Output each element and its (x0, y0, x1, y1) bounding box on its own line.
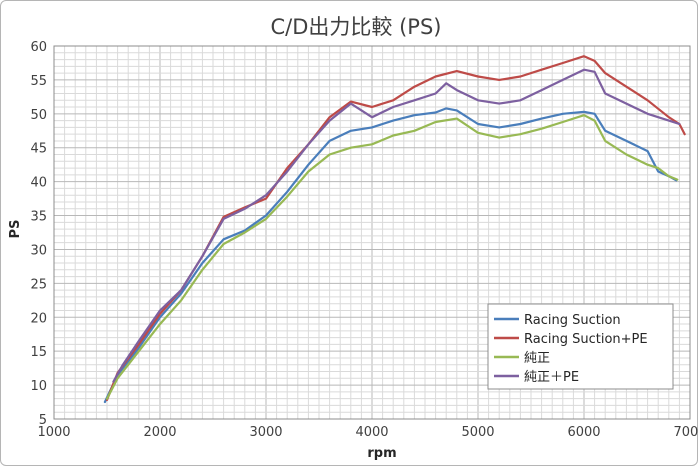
series-line-4 (112, 68, 681, 383)
y-tick-label: 45 (30, 142, 47, 157)
y-tick-label: 15 (30, 345, 47, 360)
x-axis-title: rpm (367, 446, 396, 461)
legend-label-2: Racing Suction+PE (524, 332, 648, 347)
y-tick-label: 10 (30, 379, 47, 394)
x-tick-label: 4000 (355, 425, 388, 440)
y-tick-label: 50 (30, 108, 47, 123)
series-lines (103, 55, 686, 404)
y-tick-label: 20 (30, 311, 47, 326)
x-tick-label: 2000 (143, 425, 176, 440)
chart-title: C/D出力比較 (PS) (271, 15, 442, 39)
x-tick-label: 7000 (673, 425, 699, 440)
y-tick-label: 35 (30, 210, 47, 225)
y-tick-label: 55 (30, 74, 47, 89)
y-tick-label: 25 (30, 277, 47, 292)
x-tick-label: 5000 (461, 425, 494, 440)
series-line-1 (103, 107, 678, 404)
series-line-3 (105, 114, 679, 400)
legend-label-4: 純正＋PE (524, 370, 579, 385)
axes: 1000 2000 3000 4000 5000 6000 7000 5 10 15 20 25 30 3… (30, 40, 700, 440)
plot-area-border (53, 45, 691, 420)
legend-label-3: 純正 (524, 351, 550, 366)
x-tick-label: 3000 (249, 425, 282, 440)
y-tick-label: 5 (39, 413, 47, 428)
y-tick-label: 30 (30, 243, 47, 258)
legend-label-1: Racing Suction (524, 313, 621, 328)
x-tick-label: 6000 (567, 425, 600, 440)
y-axis-title: PS (8, 220, 23, 239)
x-tick-label: 1000 (37, 425, 70, 440)
y-tick-label: 40 (30, 176, 47, 191)
y-tick-label: 60 (30, 40, 47, 55)
